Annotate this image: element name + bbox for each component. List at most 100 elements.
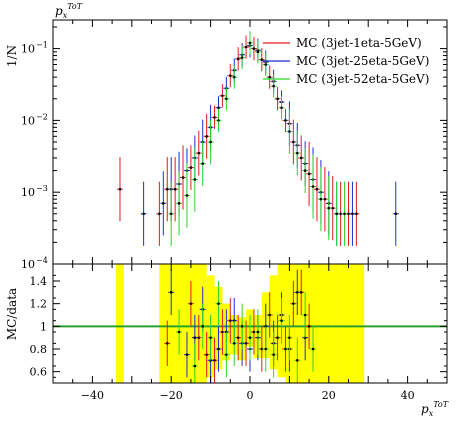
ratio-data-point bbox=[201, 325, 205, 328]
ratio-data-point bbox=[209, 359, 212, 362]
ratio-data-point bbox=[177, 330, 181, 334]
uncertainty-band-bin bbox=[316, 264, 325, 383]
ratio-data-point bbox=[193, 364, 197, 368]
data-point bbox=[355, 212, 358, 216]
ratio-y-tick-label: 1 bbox=[40, 320, 47, 333]
data-point bbox=[260, 58, 264, 61]
y-tick-label-exponent: −1 bbox=[36, 41, 48, 50]
uncertainty-band-bin bbox=[340, 264, 349, 383]
legend-label: MC (3jet-25eta-5GeV) bbox=[296, 54, 429, 68]
ratio-data-point bbox=[252, 330, 256, 334]
data-point bbox=[193, 178, 197, 181]
x-tick-label: −20 bbox=[160, 389, 183, 402]
data-point bbox=[217, 106, 220, 110]
data-point bbox=[394, 212, 398, 216]
ratio-data-point bbox=[288, 336, 291, 339]
data-point bbox=[280, 106, 283, 110]
legend-label: MC (3jet-1eta-5GeV) bbox=[296, 36, 422, 50]
data-point bbox=[205, 135, 208, 138]
x-tick-label: 20 bbox=[322, 389, 336, 402]
ratio-y-tick-label: 1.2 bbox=[30, 298, 48, 311]
y-tick-label: 10 bbox=[21, 186, 35, 199]
data-point bbox=[264, 63, 268, 66]
data-point bbox=[189, 166, 193, 169]
uncertainty-band-bin bbox=[293, 264, 302, 383]
uncertainty-band-bin bbox=[159, 264, 168, 383]
uncertainty-band-bin bbox=[116, 264, 124, 383]
ratio-data-point bbox=[205, 353, 208, 356]
data-point bbox=[236, 57, 240, 61]
ratio-data-point bbox=[311, 347, 315, 351]
labels-group: 10−410−310−210 −10.60.811.21.4−40 −20 0 20 40… bbox=[5, 2, 449, 418]
uncertainty-band-bin bbox=[324, 264, 333, 383]
ratio-data-point bbox=[236, 336, 240, 339]
ratio-y-tick-label: 0.6 bbox=[30, 366, 48, 379]
main-title-subscript: x bbox=[63, 11, 68, 20]
data-point bbox=[276, 97, 279, 101]
data-point bbox=[213, 116, 216, 119]
uncertainty-band-bin bbox=[332, 264, 341, 383]
ratio-data-point bbox=[268, 313, 272, 317]
uncertainty-band-bin bbox=[167, 264, 176, 383]
data-point bbox=[252, 47, 256, 50]
data-point bbox=[118, 187, 122, 191]
y-tick-label-exponent: −4 bbox=[36, 256, 48, 265]
data-point bbox=[209, 140, 212, 144]
ratio-data-point bbox=[264, 347, 268, 351]
ratio-data-point bbox=[260, 347, 264, 351]
x-axis-label-superscript: ToT bbox=[433, 400, 449, 409]
data-point bbox=[347, 212, 350, 216]
ratio-y-axis-label: MC/data bbox=[5, 288, 19, 340]
data-point bbox=[201, 162, 205, 165]
data-point bbox=[248, 41, 252, 45]
ratio-y-tick-label: 1.4 bbox=[30, 275, 48, 288]
ratio-data-point bbox=[248, 336, 252, 339]
axes-group bbox=[52, 19, 448, 384]
data-point bbox=[288, 130, 291, 133]
ratio-data-point bbox=[295, 359, 299, 362]
ratio-data-point bbox=[272, 353, 275, 356]
data-point bbox=[307, 172, 311, 176]
data-point bbox=[268, 75, 272, 79]
ratio-data-point bbox=[280, 319, 283, 322]
data-point bbox=[229, 74, 232, 77]
data-point bbox=[244, 45, 248, 49]
data-point bbox=[299, 156, 303, 160]
data-point bbox=[221, 94, 224, 98]
y-tick-label-exponent: −3 bbox=[36, 184, 48, 193]
data-point bbox=[331, 206, 335, 210]
ratio-data-point bbox=[256, 330, 260, 334]
data-point bbox=[315, 187, 319, 191]
ratio-data-point bbox=[193, 336, 197, 339]
ratio-data-point bbox=[295, 291, 299, 294]
data-point bbox=[240, 56, 244, 59]
uncertainty-band-bin bbox=[183, 264, 191, 383]
ratio-data-point bbox=[303, 313, 307, 317]
ratio-data-point bbox=[197, 336, 201, 339]
uncertainty-band-bin bbox=[309, 264, 317, 383]
data-point bbox=[256, 50, 260, 54]
data-point bbox=[343, 212, 346, 216]
main-y-axis-label: 1/N bbox=[5, 45, 19, 67]
main-title-superscript: ToT bbox=[67, 2, 83, 11]
ratio-data-point bbox=[240, 325, 244, 328]
ratio-data-point bbox=[189, 302, 193, 305]
ratio-data-point bbox=[299, 291, 303, 294]
ratio-data-point bbox=[213, 359, 216, 362]
data-point bbox=[327, 206, 331, 210]
data-point bbox=[284, 119, 287, 122]
y-tick-label-exponent: −2 bbox=[36, 112, 48, 121]
data-point bbox=[232, 75, 236, 79]
y-tick-label: 10 bbox=[21, 114, 35, 127]
legend: MC (3jet-1eta-5GeV) MC (3jet-25eta-5GeV) M… bbox=[263, 36, 429, 86]
ratio-data-point bbox=[303, 336, 307, 339]
data-point bbox=[351, 212, 354, 216]
ratio-data-point bbox=[217, 302, 220, 305]
data-point bbox=[185, 194, 189, 197]
uncertainty-band-bin bbox=[348, 264, 357, 383]
data-point bbox=[311, 185, 315, 188]
data-point bbox=[181, 176, 185, 179]
data-point bbox=[173, 187, 177, 191]
x-tick-label: 40 bbox=[401, 389, 415, 402]
